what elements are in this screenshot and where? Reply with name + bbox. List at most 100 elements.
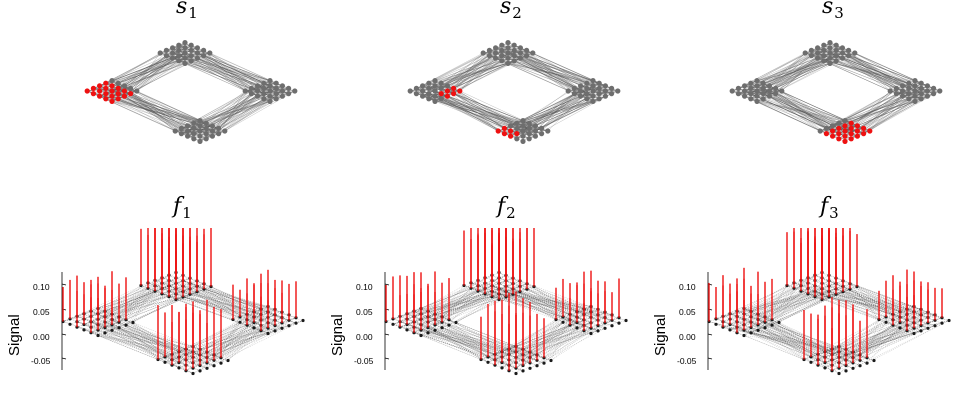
base-node	[525, 287, 529, 291]
graph-node	[191, 136, 197, 142]
graph-node	[505, 60, 511, 66]
base-node	[280, 326, 284, 330]
graph-node	[931, 85, 937, 91]
highlighted-node	[109, 83, 115, 89]
graph-node	[912, 88, 918, 94]
highlighted-node	[97, 88, 103, 94]
highlighted-node	[103, 85, 109, 91]
graph-node	[735, 91, 741, 97]
graph-node	[578, 93, 584, 99]
graph-node	[520, 133, 526, 139]
base-node	[500, 366, 504, 370]
base-node	[202, 287, 206, 291]
graph-node	[273, 80, 279, 86]
graph-node	[742, 83, 748, 89]
base-node	[245, 323, 249, 327]
base-node	[742, 328, 746, 332]
graph-node	[532, 123, 538, 129]
graph-node	[578, 88, 584, 94]
graph-node	[760, 80, 766, 86]
highlighted-node	[842, 138, 848, 144]
graph-node	[827, 50, 833, 56]
z-tick	[707, 357, 713, 360]
graph-node	[242, 88, 248, 94]
base-node	[191, 371, 195, 376]
graph-node	[584, 80, 590, 86]
base-node	[721, 325, 725, 329]
graph-node	[163, 47, 169, 53]
graph-node	[261, 80, 267, 86]
z-tick	[61, 283, 67, 286]
highlighted-node	[109, 88, 115, 94]
graph-node	[505, 50, 511, 56]
graph-node	[520, 123, 526, 129]
graph-node	[773, 91, 779, 97]
graph-node	[754, 83, 760, 89]
graph-node	[261, 96, 267, 102]
graph-node	[887, 88, 893, 94]
graph-node	[182, 55, 188, 61]
graph-node	[499, 42, 505, 48]
base-node	[898, 326, 902, 330]
graph-node	[426, 96, 432, 102]
graph-node	[267, 83, 273, 89]
graph-node	[931, 91, 937, 97]
graph-node	[420, 93, 426, 99]
graph-node	[172, 128, 178, 134]
highlighted-node	[848, 120, 854, 126]
base-node	[528, 366, 532, 370]
graph-node	[267, 78, 273, 84]
graph-node	[216, 131, 222, 137]
graph-node	[760, 85, 766, 91]
graph-node	[267, 93, 273, 99]
graph-node	[407, 88, 413, 94]
graph-node	[906, 96, 912, 102]
highlighted-node	[508, 133, 514, 139]
highlighted-node	[514, 131, 520, 137]
signal-stems	[385, 228, 620, 371]
highlighted-node	[115, 85, 121, 91]
base-node	[398, 325, 402, 329]
base-node	[419, 328, 423, 332]
graph-node	[893, 85, 899, 91]
graph-node	[426, 85, 432, 91]
graph-node	[267, 88, 273, 94]
highlighted-node	[115, 91, 121, 97]
graph-node	[602, 83, 608, 89]
base-node	[589, 326, 593, 330]
highlighted-node	[109, 93, 115, 99]
graph-node	[937, 88, 943, 94]
base-node	[912, 326, 916, 330]
highlighted-node	[842, 123, 848, 129]
graph-node	[157, 50, 163, 56]
base-node	[940, 316, 944, 320]
highlighted-node	[501, 131, 507, 137]
base-node	[858, 364, 862, 368]
graph-node	[590, 88, 596, 94]
base-node	[891, 323, 895, 327]
graph-node	[176, 47, 182, 53]
graph-node	[499, 47, 505, 53]
graph-node	[590, 78, 596, 84]
signal-title-2: f2	[497, 194, 516, 222]
base-node	[521, 369, 525, 373]
graph-node	[115, 80, 121, 86]
graph-node	[170, 50, 176, 56]
graph-node	[918, 96, 924, 102]
highlighted-node	[103, 80, 109, 86]
highlighted-node	[128, 91, 134, 97]
base-node	[749, 331, 753, 335]
ytick-label: -0.05	[677, 356, 697, 366]
highlighted-node	[848, 136, 854, 142]
graph-node	[505, 40, 511, 46]
highlighted-node	[457, 88, 463, 94]
graph-node	[432, 88, 438, 94]
highlighted-node	[103, 91, 109, 97]
base-node	[884, 320, 888, 324]
base-node	[124, 323, 128, 327]
signal-ylabel-1: Signal	[6, 314, 23, 356]
highlighted-node	[103, 96, 109, 102]
base-node	[742, 333, 746, 338]
base-node	[940, 321, 944, 325]
graph-title-1: s1	[176, 0, 198, 22]
